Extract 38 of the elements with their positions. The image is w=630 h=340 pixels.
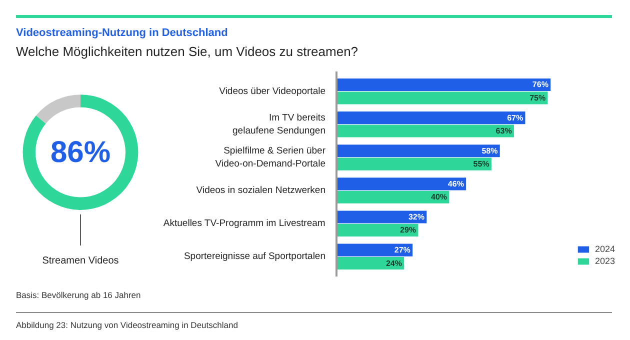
bar — [336, 158, 492, 170]
data-label: 63% — [496, 126, 512, 136]
bar — [336, 256, 404, 270]
y-tick-label: Videos in sozialen Netzwerken — [196, 185, 326, 196]
bar — [336, 112, 526, 124]
data-label: 32% — [408, 212, 424, 222]
data-label: 27% — [394, 246, 410, 255]
data-label: 24% — [386, 258, 402, 268]
data-label: 58% — [482, 146, 498, 156]
data-label: 75% — [530, 93, 546, 102]
y-tick-label: Aktuelles TV-Programm im Livestream — [163, 218, 326, 230]
bar — [336, 144, 500, 158]
bar — [336, 92, 548, 104]
text: Welche Möglichkeiten nutzen Sie, um Videos zu streamen? — [16, 43, 358, 61]
text: Basis: Bevölkerung ab 16 Jahren — [16, 289, 142, 302]
data-label: 55% — [473, 160, 490, 169]
data-label: 46% — [448, 179, 464, 188]
text: Videostreaming-Nutzung in Deutschland — [16, 15, 612, 42]
data-label: 29% — [400, 226, 416, 235]
slice-label: Streamen Videos — [42, 255, 119, 266]
data-label: 67% — [507, 113, 524, 122]
y-tick-label: Im TV bereits gelaufene Sendungen — [232, 112, 326, 137]
bar — [336, 210, 427, 224]
y-tick-label: Videos über Videoportale — [219, 86, 326, 97]
text: Abbildung 23: Nutzung von Videostreaming in Deutschland — [16, 312, 612, 332]
y-tick-label: Sportereignisse auf Sportportalen — [184, 251, 326, 262]
y-tick-label: Spielfilme & Serien über Video-on-Demand-Portale — [215, 145, 326, 170]
bar — [336, 244, 413, 256]
bar — [336, 78, 551, 92]
data-label: 40% — [431, 192, 448, 202]
bar — [336, 124, 514, 138]
data-label: 86% — [50, 136, 111, 169]
data-label: 76% — [532, 80, 548, 90]
legend-label: 2023 — [594, 256, 615, 266]
bar — [336, 190, 450, 204]
bar — [336, 224, 418, 236]
bar — [336, 178, 466, 190]
legend-label: 2024 — [594, 244, 615, 254]
